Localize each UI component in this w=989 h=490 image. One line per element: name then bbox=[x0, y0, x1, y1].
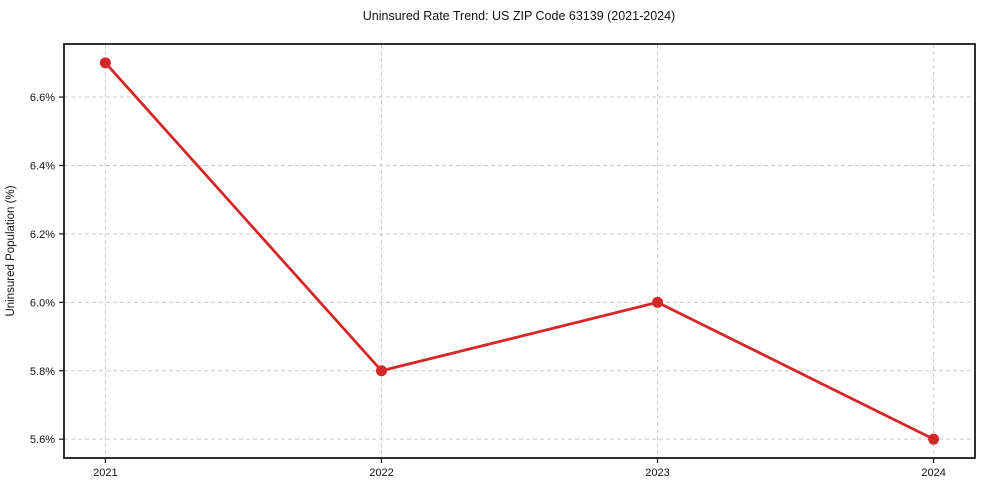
x-tick-label: 2021 bbox=[93, 467, 117, 479]
y-tick-label: 5.6% bbox=[30, 434, 55, 446]
data-point-marker bbox=[375, 365, 387, 377]
y-axis-label: Uninsured Population (%) bbox=[5, 185, 17, 316]
y-tick-label: 6.6% bbox=[30, 92, 55, 104]
y-tick-label: 6.2% bbox=[30, 229, 55, 241]
x-tick-label: 2023 bbox=[645, 467, 669, 479]
x-tick-label: 2024 bbox=[921, 467, 945, 479]
y-tick-label: 6.4% bbox=[30, 160, 55, 172]
x-tick-label: 2022 bbox=[369, 467, 393, 479]
tick-layer: 5.6% 5.8% 6.0% 6.2% 6.4% 6.6% 2021 2022 2023 2024 bbox=[30, 92, 946, 479]
chart-title: Uninsured Rate Trend: US ZIP Code 63139 … bbox=[363, 9, 675, 23]
data-point-marker bbox=[99, 57, 111, 69]
grid-layer bbox=[64, 44, 975, 458]
y-tick-label: 6.0% bbox=[30, 297, 55, 309]
data-point-marker bbox=[652, 296, 664, 308]
data-point-marker bbox=[928, 433, 940, 445]
series-layer bbox=[99, 57, 940, 445]
plot-area-border bbox=[63, 43, 976, 459]
y-tick-label: 5.8% bbox=[30, 366, 55, 378]
trend-line bbox=[104, 61, 935, 441]
